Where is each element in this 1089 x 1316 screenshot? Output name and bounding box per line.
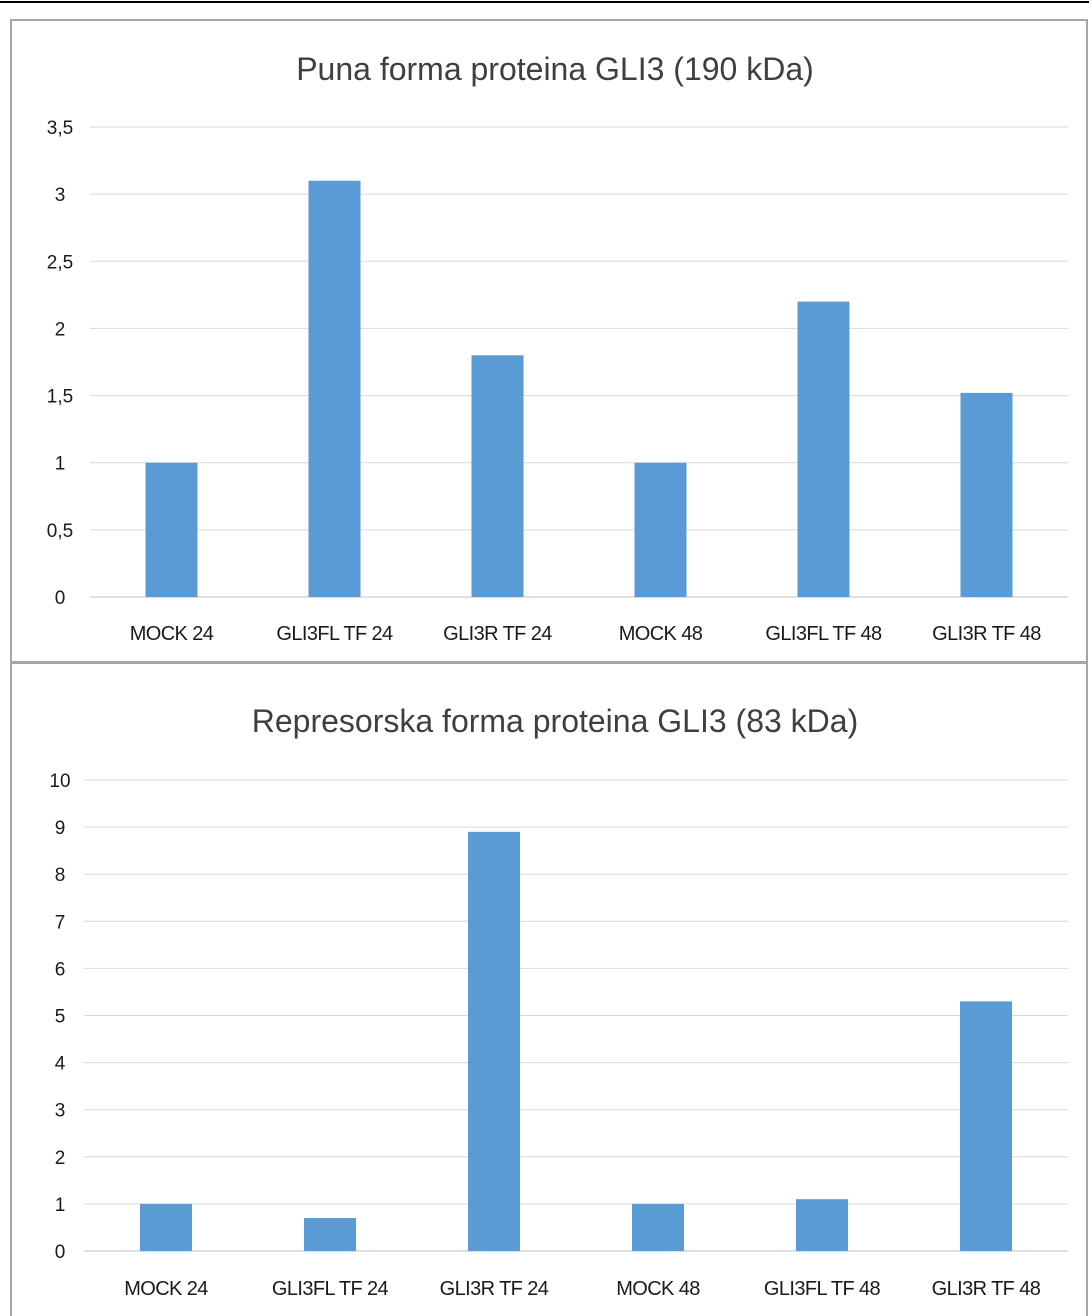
y-tick-label: 2,5 <box>47 252 73 273</box>
y-axis-ticks: 0 1 2 3 4 5 6 7 8 9 10 <box>49 771 70 1263</box>
bar <box>960 1001 1012 1251</box>
x-tick-label: MOCK 24 <box>124 1278 208 1300</box>
bar <box>468 831 520 1251</box>
x-tick-label: GLI3R TF 24 <box>443 623 552 645</box>
y-tick-label: 4 <box>55 1054 66 1075</box>
x-tick-label: MOCK 24 <box>130 623 214 645</box>
bar <box>304 1218 356 1251</box>
bar <box>145 462 198 597</box>
y-tick-label: 8 <box>55 865 66 886</box>
x-tick-label: GLI3FL TF 48 <box>764 1278 881 1300</box>
x-tick-label: GLI3FL TF 24 <box>272 1278 389 1300</box>
y-tick-label: 5 <box>55 1007 66 1028</box>
y-tick-label: 1 <box>55 454 66 475</box>
y-tick-label: 10 <box>49 771 70 792</box>
x-tick-label: GLI3FL TF 24 <box>276 623 393 645</box>
y-tick-label: 6 <box>55 959 66 980</box>
chart-represorska-forma: Represorska forma proteina GLI3 (83 kDa)… <box>49 703 1068 1300</box>
x-axis-ticks: MOCK 24 GLI3FL TF 24 GLI3R TF 24 MOCK 48 GLI… <box>130 623 1042 645</box>
y-tick-label: 3 <box>55 185 66 206</box>
y-tick-label: 0 <box>55 1242 66 1263</box>
y-tick-label: 1 <box>55 1195 66 1216</box>
bar <box>140 1203 192 1251</box>
bars <box>145 180 1013 597</box>
y-tick-label: 2 <box>55 319 66 340</box>
chart-puna-forma: Puna forma proteina GLI3 (190 kDa) 0 0,5 1… <box>47 51 1068 645</box>
gridlines <box>84 779 1068 1252</box>
bar <box>471 355 524 597</box>
x-axis-ticks: MOCK 24 GLI3FL TF 24 GLI3R TF 24 MOCK 48 GLI… <box>124 1278 1041 1300</box>
y-tick-label: 2 <box>55 1148 66 1169</box>
y-tick-label: 0,5 <box>47 521 73 542</box>
y-tick-label: 1,5 <box>47 387 73 408</box>
y-tick-label: 3 <box>55 1101 66 1122</box>
x-tick-label: GLI3FL TF 48 <box>765 623 882 645</box>
chart-title: Represorska forma proteina GLI3 (83 kDa) <box>252 703 858 739</box>
gridlines <box>90 126 1068 598</box>
bar <box>308 180 361 597</box>
bar <box>796 1199 848 1251</box>
y-tick-label: 9 <box>55 818 66 839</box>
x-tick-label: GLI3R TF 24 <box>440 1278 549 1300</box>
bar <box>634 462 687 597</box>
bar <box>632 1203 684 1251</box>
bar <box>960 392 1013 597</box>
y-tick-label: 0 <box>55 588 66 609</box>
x-tick-label: GLI3R TF 48 <box>932 1278 1041 1300</box>
bars <box>140 831 1012 1251</box>
x-tick-label: MOCK 48 <box>619 623 703 645</box>
x-tick-label: MOCK 48 <box>616 1278 700 1300</box>
y-axis-ticks: 0 0,5 1 1,5 2 2,5 3 3,5 <box>47 118 73 609</box>
x-tick-label: GLI3R TF 48 <box>932 623 1041 645</box>
bar <box>797 301 850 597</box>
y-tick-label: 7 <box>55 912 66 933</box>
chart-title: Puna forma proteina GLI3 (190 kDa) <box>296 51 814 87</box>
y-tick-label: 3,5 <box>47 118 73 139</box>
